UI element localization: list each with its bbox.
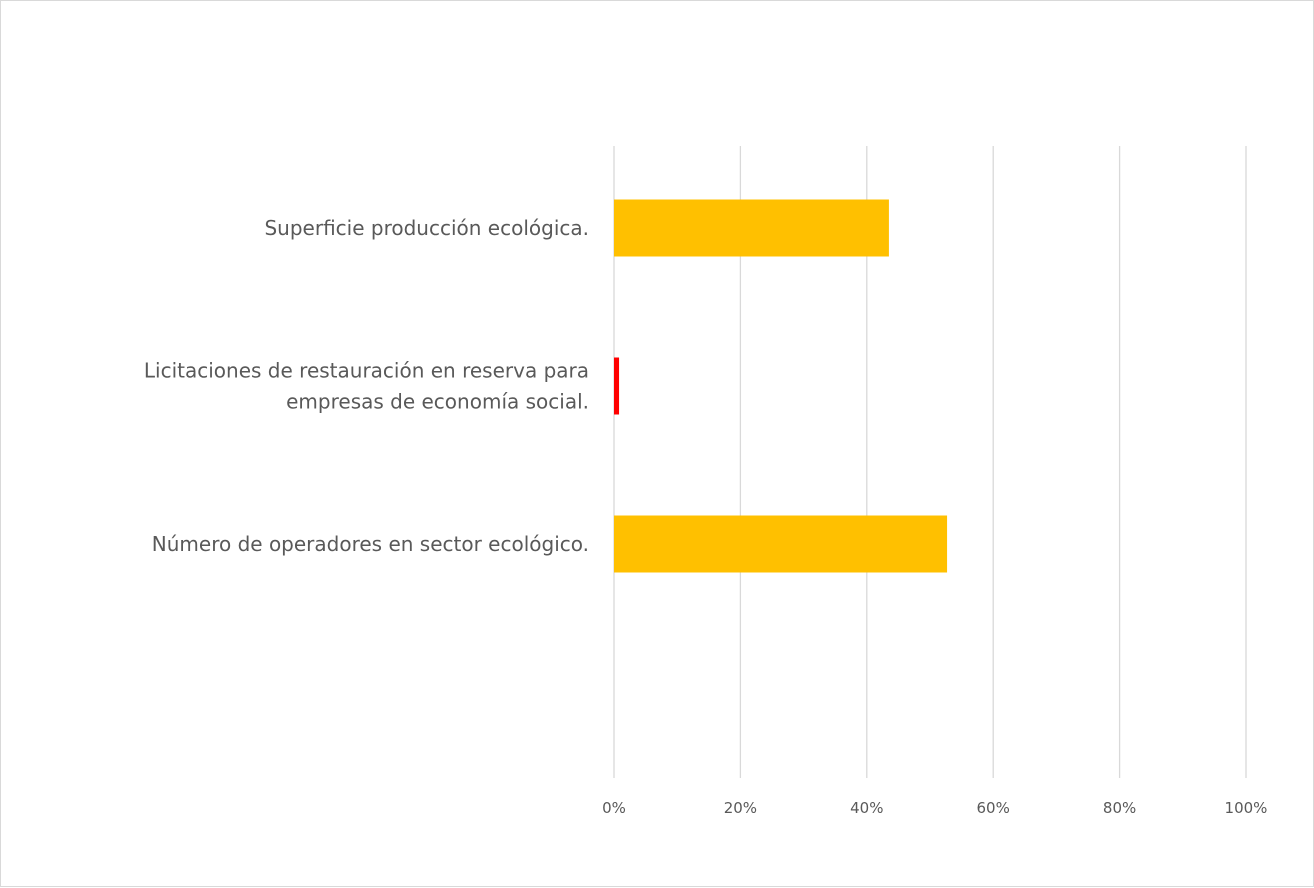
- x-tick-label: 20%: [724, 799, 757, 817]
- x-tick-label: 100%: [1225, 799, 1268, 817]
- x-tick-label: 40%: [850, 799, 883, 817]
- x-tick-labels: 0% 20% 40% 60% 80% 100%: [602, 799, 1267, 817]
- category-label: empresas de economía social.: [286, 390, 589, 414]
- x-tick-label: 0%: [602, 799, 626, 817]
- bar: [614, 199, 889, 257]
- x-tick-label: 60%: [977, 799, 1010, 817]
- category-label: Licitaciones de restauración en reserva …: [144, 359, 589, 383]
- category-label: Número de operadores en sector ecológico…: [152, 532, 589, 556]
- bars: [614, 199, 948, 573]
- category-label: Superficie producción ecológica.: [264, 216, 589, 240]
- bar: [614, 515, 948, 573]
- bar: [614, 357, 620, 415]
- category-labels: Superficie producción ecológica. Licitaci…: [144, 216, 589, 556]
- x-tick-label: 80%: [1103, 799, 1136, 817]
